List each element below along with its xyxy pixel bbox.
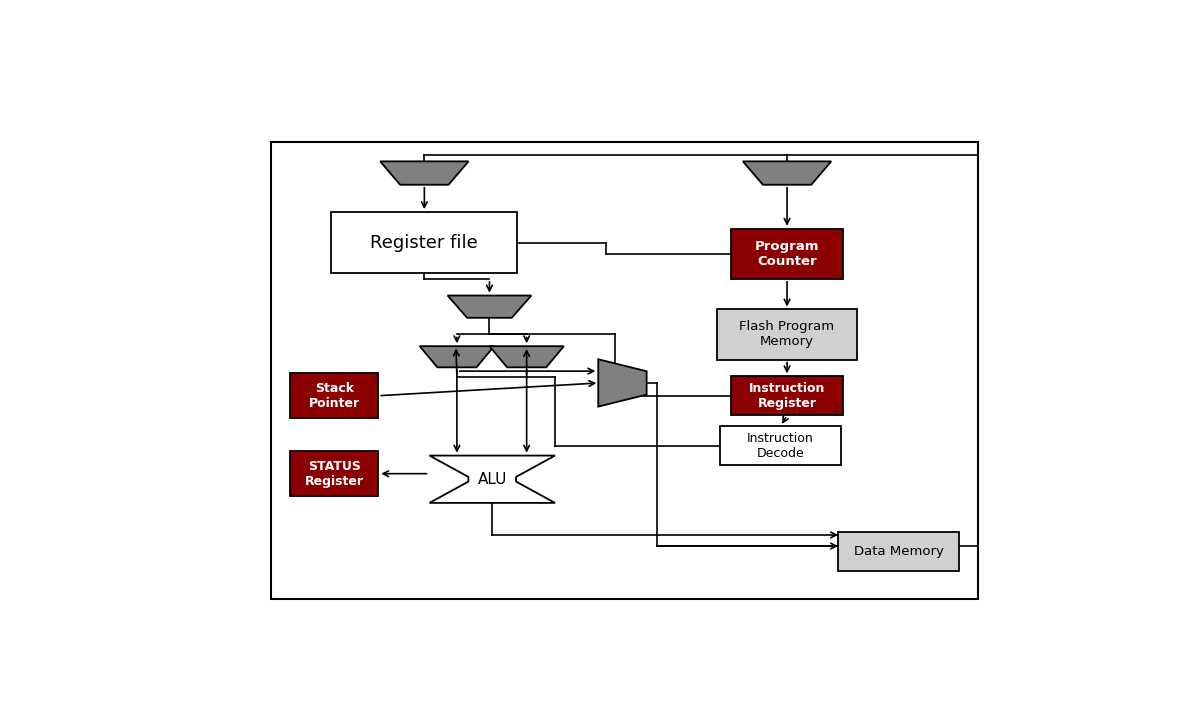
Bar bbox=[720, 427, 841, 466]
Text: Instruction
Register: Instruction Register bbox=[749, 382, 826, 410]
Text: Flash Program
Memory: Flash Program Memory bbox=[739, 320, 835, 348]
Text: Register file: Register file bbox=[371, 234, 479, 252]
Polygon shape bbox=[448, 296, 532, 318]
Polygon shape bbox=[380, 161, 468, 185]
Bar bbox=[331, 212, 517, 273]
Bar bbox=[271, 142, 978, 599]
Polygon shape bbox=[430, 455, 556, 503]
Text: Instruction
Decode: Instruction Decode bbox=[748, 432, 814, 460]
Bar bbox=[731, 376, 842, 415]
Bar bbox=[718, 309, 857, 359]
Text: STATUS
Register: STATUS Register bbox=[305, 460, 364, 488]
Text: Data Memory: Data Memory bbox=[853, 545, 943, 558]
Text: Program
Counter: Program Counter bbox=[755, 240, 820, 268]
Bar bbox=[290, 374, 378, 418]
Bar bbox=[839, 532, 959, 571]
Polygon shape bbox=[743, 161, 832, 185]
Polygon shape bbox=[599, 359, 647, 406]
Text: ALU: ALU bbox=[478, 471, 506, 487]
Bar bbox=[731, 228, 842, 279]
Text: Stack
Pointer: Stack Pointer bbox=[308, 382, 360, 410]
Polygon shape bbox=[420, 346, 494, 367]
Polygon shape bbox=[490, 346, 564, 367]
Bar bbox=[290, 451, 378, 496]
